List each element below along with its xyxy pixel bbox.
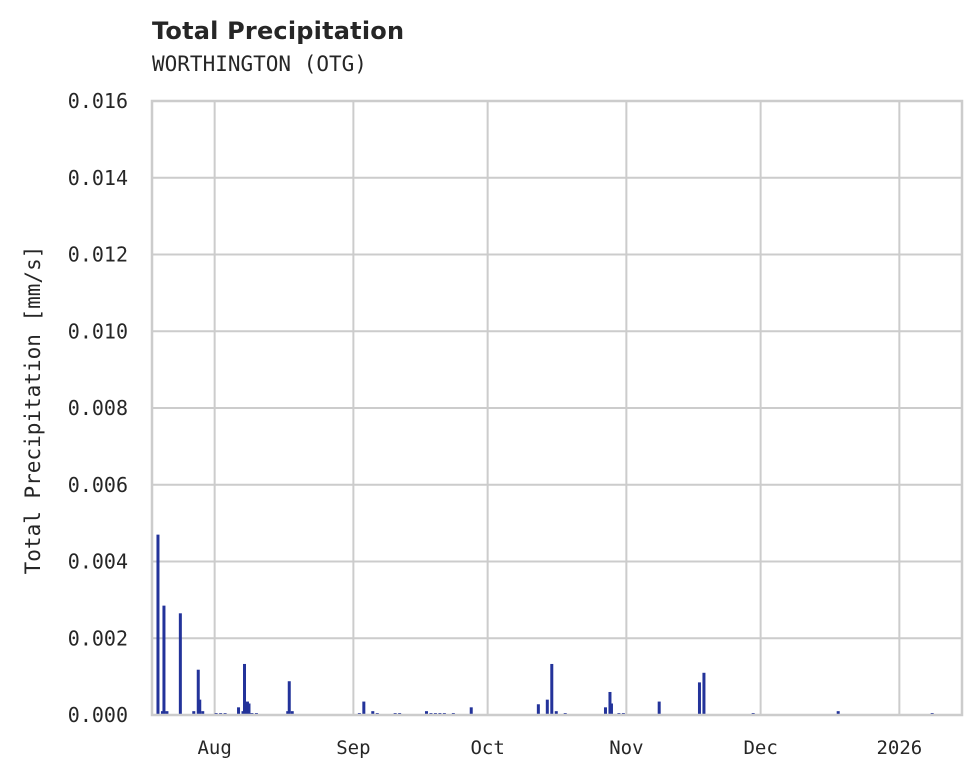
y-tick-label: 0.014 [68, 166, 128, 190]
precip-bar [287, 681, 291, 715]
precip-bar [201, 711, 205, 715]
y-tick-label: 0.012 [68, 243, 128, 267]
x-tick-label: Aug [197, 737, 231, 759]
y-tick-label: 0.008 [68, 396, 128, 420]
chart-title: Total Precipitation [152, 17, 405, 45]
y-tick-label: 0.004 [68, 550, 128, 574]
x-tick-label: Sep [336, 737, 370, 759]
x-axis-ticks: Aug Sep Oct Nov Dec 2026 [197, 737, 922, 759]
precip-bar [192, 711, 196, 715]
precip-bar [178, 613, 182, 715]
plot-frame [150, 99, 964, 717]
precip-bar [362, 701, 366, 715]
precip-bar [554, 711, 558, 715]
precip-bar [237, 707, 241, 715]
precip-bar [156, 534, 160, 715]
precip-bar [836, 711, 840, 715]
y-tick-label: 0.002 [68, 626, 128, 650]
precip-bar [603, 707, 607, 715]
x-tick-label: Dec [743, 737, 777, 759]
y-tick-label: 0.006 [68, 473, 128, 497]
precip-bar [424, 711, 428, 715]
precip-bar [290, 711, 294, 715]
y-axis-label: Total Precipitation [mm/s] [21, 246, 45, 575]
x-tick-label: 2026 [876, 737, 922, 759]
precip-bar [545, 699, 549, 715]
precip-bar [162, 605, 166, 715]
precip-bar [702, 672, 706, 715]
precip-bar [243, 663, 247, 715]
precip-bar [247, 703, 251, 715]
precip-bar [371, 711, 375, 715]
chart-subtitle: WORTHINGTON (OTG) [152, 52, 367, 76]
precip-bar [609, 703, 613, 715]
y-axis-ticks: 0.000 0.002 0.004 0.006 0.008 0.010 0.012 0.014… [68, 89, 128, 727]
precip-bar [198, 699, 202, 715]
precip-bar [657, 701, 661, 715]
y-tick-label: 0.000 [68, 703, 128, 727]
y-tick-label: 0.016 [68, 89, 128, 113]
precip-bar [697, 682, 701, 715]
y-tick-label: 0.010 [68, 319, 128, 343]
x-tick-label: Oct [470, 737, 504, 759]
precip-bar [469, 707, 473, 715]
precip-bar [196, 669, 200, 715]
precip-bar [536, 704, 540, 715]
precip-bar [550, 663, 554, 715]
grid-lines [152, 100, 962, 716]
precip-bar [165, 711, 169, 715]
x-tick-label: Nov [609, 737, 643, 759]
